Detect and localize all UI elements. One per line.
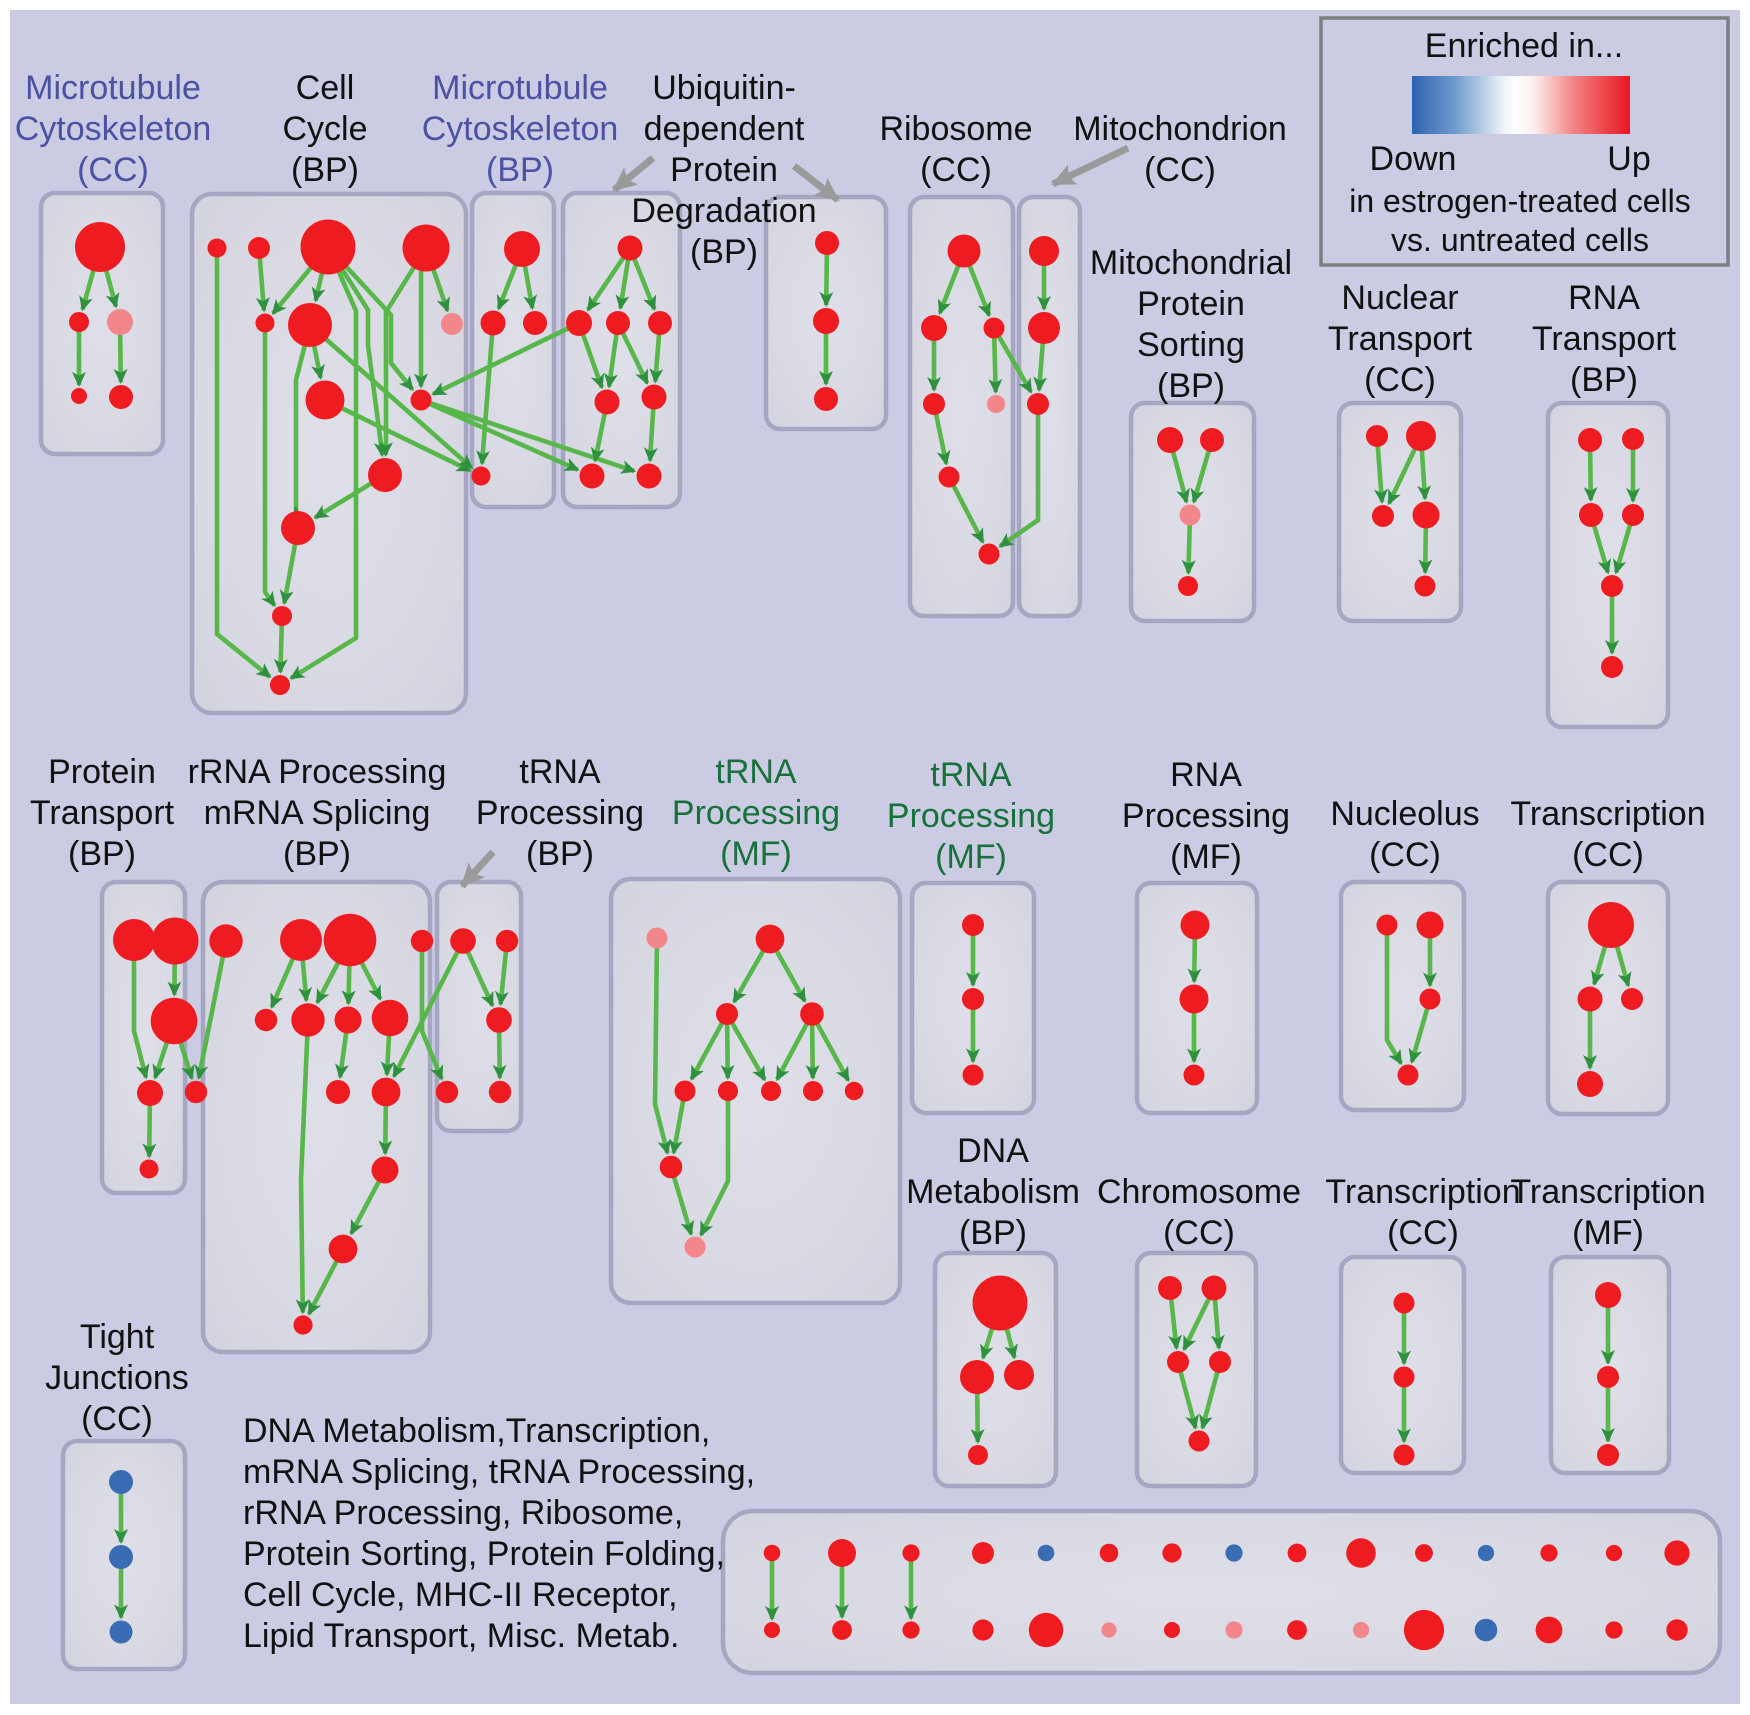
svg-text:(CC): (CC) [81, 1400, 153, 1438]
svg-text:in estrogen-treated cells: in estrogen-treated cells [1349, 183, 1691, 219]
svg-text:Microtubule: Microtubule [25, 69, 201, 107]
svg-text:rRNA Processing, Ribosome,: rRNA Processing, Ribosome, [243, 1494, 683, 1532]
svg-text:Transcription: Transcription [1510, 795, 1705, 833]
svg-text:(CC): (CC) [77, 151, 149, 189]
svg-text:(BP): (BP) [486, 151, 554, 189]
svg-text:mRNA Splicing, tRNA Processing: mRNA Splicing, tRNA Processing, [243, 1453, 755, 1491]
svg-text:Processing: Processing [887, 797, 1055, 835]
svg-text:(MF): (MF) [720, 835, 792, 873]
svg-text:tRNA: tRNA [519, 753, 601, 791]
svg-text:Cytoskeleton: Cytoskeleton [15, 110, 212, 148]
svg-text:(CC): (CC) [1163, 1214, 1235, 1252]
svg-text:Degradation: Degradation [631, 192, 816, 230]
svg-text:(CC): (CC) [1144, 151, 1216, 189]
svg-text:Enriched in...: Enriched in... [1425, 27, 1623, 65]
svg-text:Ubiquitin-: Ubiquitin- [652, 69, 796, 107]
svg-text:Transcription: Transcription [1325, 1173, 1520, 1211]
svg-text:Mitochondrion: Mitochondrion [1073, 110, 1287, 148]
svg-text:Up: Up [1607, 140, 1650, 178]
svg-text:(BP): (BP) [959, 1214, 1027, 1252]
svg-text:(BP): (BP) [283, 835, 351, 873]
svg-text:Transcription: Transcription [1510, 1173, 1705, 1211]
svg-text:Metabolism: Metabolism [906, 1173, 1080, 1211]
svg-text:tRNA: tRNA [930, 756, 1012, 794]
svg-text:tRNA: tRNA [715, 753, 797, 791]
svg-text:Cell Cycle, MHC-II Receptor,: Cell Cycle, MHC-II Receptor, [243, 1576, 678, 1614]
svg-text:Processing: Processing [672, 794, 840, 832]
svg-text:Sorting: Sorting [1137, 326, 1245, 364]
svg-text:Protein: Protein [1137, 285, 1245, 323]
svg-text:(BP): (BP) [1570, 361, 1638, 399]
svg-text:mRNA Splicing: mRNA Splicing [204, 794, 431, 832]
svg-text:(MF): (MF) [935, 838, 1007, 876]
svg-text:Cell: Cell [296, 69, 355, 107]
svg-text:(BP): (BP) [526, 835, 594, 873]
svg-text:DNA Metabolism,Transcription,: DNA Metabolism,Transcription, [243, 1412, 710, 1450]
svg-text:Protein Sorting, Protein Foldi: Protein Sorting, Protein Folding, [243, 1535, 725, 1573]
svg-text:(CC): (CC) [920, 151, 992, 189]
svg-text:Nucleolus: Nucleolus [1330, 795, 1479, 833]
svg-text:(BP): (BP) [1157, 367, 1225, 405]
svg-text:Protein: Protein [48, 753, 156, 791]
svg-text:Chromosome: Chromosome [1097, 1173, 1301, 1211]
svg-text:Protein: Protein [670, 151, 778, 189]
svg-text:dependent: dependent [644, 110, 805, 148]
svg-text:Mitochondrial: Mitochondrial [1090, 244, 1292, 282]
svg-text:Transport: Transport [30, 794, 175, 832]
svg-text:(MF): (MF) [1572, 1214, 1644, 1252]
svg-text:RNA: RNA [1170, 756, 1242, 794]
svg-text:vs. untreated cells: vs. untreated cells [1391, 222, 1649, 258]
svg-text:Cycle: Cycle [282, 110, 367, 148]
svg-text:Transport: Transport [1328, 320, 1473, 358]
svg-text:(BP): (BP) [68, 835, 136, 873]
svg-text:Transport: Transport [1532, 320, 1677, 358]
svg-text:(CC): (CC) [1364, 361, 1436, 399]
svg-text:RNA: RNA [1568, 279, 1640, 317]
svg-text:Microtubule: Microtubule [432, 69, 608, 107]
svg-text:(CC): (CC) [1369, 836, 1441, 874]
svg-text:(BP): (BP) [291, 151, 359, 189]
svg-text:(MF): (MF) [1170, 838, 1242, 876]
svg-text:Cytoskeleton: Cytoskeleton [422, 110, 619, 148]
svg-text:Down: Down [1370, 140, 1457, 178]
svg-text:Junctions: Junctions [45, 1359, 189, 1397]
svg-text:Tight: Tight [80, 1318, 155, 1356]
svg-text:DNA: DNA [957, 1132, 1029, 1170]
svg-text:Nuclear: Nuclear [1341, 279, 1458, 317]
svg-text:Ribosome: Ribosome [879, 110, 1032, 148]
svg-text:Lipid Transport, Misc. Metab.: Lipid Transport, Misc. Metab. [243, 1617, 680, 1655]
svg-text:(CC): (CC) [1572, 836, 1644, 874]
svg-text:Processing: Processing [1122, 797, 1290, 835]
svg-text:(CC): (CC) [1387, 1214, 1459, 1252]
svg-text:Processing: Processing [476, 794, 644, 832]
svg-text:rRNA Processing: rRNA Processing [188, 753, 447, 791]
svg-text:(BP): (BP) [690, 233, 758, 271]
